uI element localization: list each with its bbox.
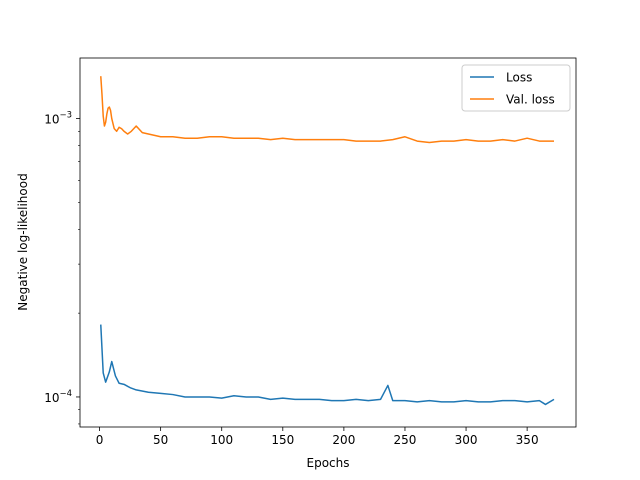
- series-line-val-loss: [100, 76, 555, 144]
- legend-label: Loss: [506, 71, 532, 85]
- plot-area: [100, 76, 555, 406]
- x-tick-label: 300: [455, 433, 478, 447]
- plot-frame: [79, 57, 577, 428]
- x-tick-label: 150: [271, 433, 294, 447]
- x-tick-label: 100: [210, 433, 233, 447]
- axes: 0 50 100 150 200 250 300 350 10−4 10−3: [44, 57, 577, 447]
- legend: Loss Val. loss: [461, 64, 571, 112]
- x-tick-label: 0: [96, 433, 104, 447]
- x-tick-label: 200: [332, 433, 355, 447]
- x-tick-label: 350: [516, 433, 539, 447]
- x-axis-label: Epochs: [307, 456, 350, 470]
- x-tick-label: 50: [153, 433, 168, 447]
- legend-label: Val. loss: [506, 93, 555, 107]
- series-line-loss: [100, 324, 555, 406]
- y-tick-label: 10−3: [44, 111, 72, 127]
- x-tick-label: 250: [394, 433, 417, 447]
- y-axis-label: Negative log-likelihood: [16, 173, 30, 310]
- y-tick-label: 10−4: [44, 389, 72, 405]
